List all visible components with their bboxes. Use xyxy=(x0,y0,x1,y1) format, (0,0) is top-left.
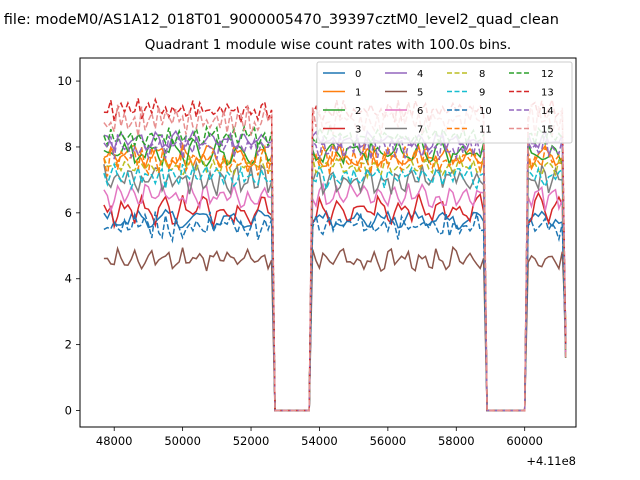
legend-label-0: 0 xyxy=(355,69,361,80)
legend-label-13: 13 xyxy=(541,88,554,99)
y-tick-label: 8 xyxy=(65,140,72,154)
legend-box xyxy=(316,61,573,144)
y-axis: 0 2 4 6 8 10 xyxy=(57,74,80,418)
series-line-7 xyxy=(103,160,567,412)
x-tick-label: 48000 xyxy=(96,434,133,448)
legend-label-8: 8 xyxy=(479,69,485,80)
x-tick-label: 52000 xyxy=(233,434,270,448)
legend-label-1: 1 xyxy=(355,88,361,99)
legend-label-11: 11 xyxy=(479,125,492,136)
y-tick-label: 0 xyxy=(65,404,72,418)
chart-title: Quadrant 1 module wise count rates with … xyxy=(145,37,511,53)
legend-label-4: 4 xyxy=(417,69,423,80)
series-line-5 xyxy=(103,245,567,412)
y-tick-label: 6 xyxy=(65,206,72,220)
legend-label-9: 9 xyxy=(479,88,485,99)
x-tick-label: 56000 xyxy=(370,434,407,448)
x-tick-label: 58000 xyxy=(438,434,475,448)
x-tick-label: 54000 xyxy=(301,434,338,448)
figure-suptitle: n file: modeM0/AS1A12_018T01_9000005470_… xyxy=(0,12,559,28)
x-axis: 48000 50000 52000 54000 56000 58000 60000 xyxy=(96,427,543,448)
y-tick-label: 4 xyxy=(65,272,72,286)
series-line-3 xyxy=(103,190,567,412)
y-tick-label: 10 xyxy=(57,74,72,88)
series-line-9 xyxy=(103,161,567,412)
x-tick-label: 60000 xyxy=(506,434,543,448)
legend-label-7: 7 xyxy=(417,125,423,136)
legend-label-3: 3 xyxy=(355,125,361,136)
series-line-11 xyxy=(103,143,567,412)
legend-label-14: 14 xyxy=(541,106,554,117)
legend-label-5: 5 xyxy=(417,88,423,99)
axes-frame xyxy=(79,57,577,428)
series-line-10 xyxy=(103,210,567,412)
legend-label-15: 15 xyxy=(541,125,554,136)
series-line-6 xyxy=(103,181,567,412)
x-tick-label: 50000 xyxy=(164,434,201,448)
x-offset-label: +4.11e8 xyxy=(526,454,576,468)
legend-label-10: 10 xyxy=(479,106,492,117)
legend-label-6: 6 xyxy=(417,106,423,117)
legend-label-2: 2 xyxy=(355,106,361,117)
y-tick-label: 2 xyxy=(65,338,72,352)
legend-label-12: 12 xyxy=(541,69,554,80)
